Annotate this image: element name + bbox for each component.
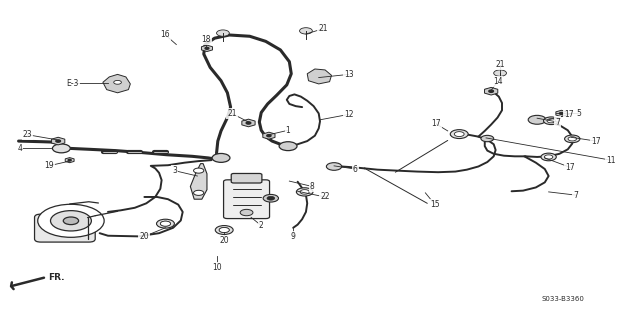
Text: 18: 18	[202, 35, 211, 44]
Text: 12: 12	[344, 110, 353, 119]
Circle shape	[559, 113, 563, 115]
Circle shape	[267, 135, 271, 137]
Circle shape	[547, 119, 556, 123]
Text: 17: 17	[431, 119, 441, 129]
Circle shape	[568, 137, 577, 141]
Text: 10: 10	[212, 263, 221, 272]
Text: 17: 17	[564, 110, 574, 119]
Polygon shape	[65, 158, 74, 163]
Text: 21: 21	[495, 60, 505, 69]
Text: 17: 17	[566, 163, 575, 172]
Polygon shape	[263, 132, 275, 139]
Circle shape	[528, 115, 546, 124]
Circle shape	[451, 130, 468, 138]
Text: 13: 13	[344, 70, 353, 79]
Text: 21: 21	[319, 24, 328, 33]
Circle shape	[263, 195, 278, 202]
Text: 2: 2	[259, 221, 264, 230]
Circle shape	[489, 90, 493, 93]
Circle shape	[114, 80, 122, 84]
Text: 7: 7	[573, 190, 578, 200]
Circle shape	[193, 190, 204, 196]
FancyBboxPatch shape	[223, 180, 269, 219]
Text: 3: 3	[172, 166, 177, 175]
Circle shape	[38, 204, 104, 237]
Polygon shape	[202, 45, 212, 51]
Polygon shape	[556, 110, 567, 117]
Circle shape	[279, 142, 297, 151]
Circle shape	[205, 48, 209, 49]
Text: 16: 16	[161, 31, 170, 40]
Polygon shape	[484, 87, 498, 95]
Text: 17: 17	[591, 137, 601, 145]
Circle shape	[240, 209, 253, 216]
Text: E-3: E-3	[66, 79, 79, 88]
Text: 20: 20	[220, 236, 229, 245]
Circle shape	[564, 135, 580, 143]
Circle shape	[161, 221, 170, 226]
Polygon shape	[307, 69, 332, 84]
Circle shape	[161, 221, 171, 226]
Circle shape	[51, 211, 92, 231]
FancyBboxPatch shape	[35, 214, 95, 242]
Polygon shape	[190, 164, 207, 199]
Circle shape	[481, 135, 493, 142]
Polygon shape	[52, 137, 65, 145]
Text: 11: 11	[606, 156, 615, 165]
Text: FR.: FR.	[49, 273, 65, 282]
Circle shape	[56, 140, 60, 142]
Circle shape	[212, 153, 230, 162]
Circle shape	[220, 227, 229, 233]
Text: 22: 22	[321, 192, 330, 202]
Text: 15: 15	[430, 200, 440, 209]
Circle shape	[63, 217, 79, 225]
Text: 23: 23	[22, 130, 33, 139]
Circle shape	[246, 122, 251, 124]
Text: 7: 7	[555, 117, 560, 127]
Circle shape	[68, 160, 71, 161]
Text: 1: 1	[285, 126, 291, 135]
Circle shape	[493, 70, 506, 76]
Text: 6: 6	[353, 165, 358, 174]
Circle shape	[157, 219, 174, 228]
Circle shape	[296, 188, 313, 196]
Circle shape	[193, 168, 204, 173]
Circle shape	[300, 28, 312, 34]
Text: 19: 19	[44, 161, 53, 170]
Text: 9: 9	[291, 232, 296, 241]
Circle shape	[543, 117, 559, 124]
Circle shape	[267, 196, 275, 200]
Text: 20: 20	[140, 232, 149, 241]
Circle shape	[454, 132, 464, 137]
Text: 21: 21	[227, 109, 237, 118]
Circle shape	[545, 155, 553, 159]
Text: S033-B3360: S033-B3360	[541, 296, 584, 302]
Circle shape	[300, 189, 309, 194]
Text: 4: 4	[17, 144, 22, 153]
Text: 8: 8	[310, 182, 315, 191]
Polygon shape	[103, 74, 131, 93]
Circle shape	[219, 227, 229, 233]
FancyBboxPatch shape	[231, 174, 262, 183]
Circle shape	[326, 163, 342, 170]
Polygon shape	[242, 119, 255, 127]
Circle shape	[216, 30, 229, 36]
Text: 14: 14	[493, 77, 502, 86]
Text: 5: 5	[576, 109, 581, 118]
Circle shape	[215, 226, 233, 234]
Circle shape	[52, 144, 70, 153]
Circle shape	[541, 153, 556, 161]
